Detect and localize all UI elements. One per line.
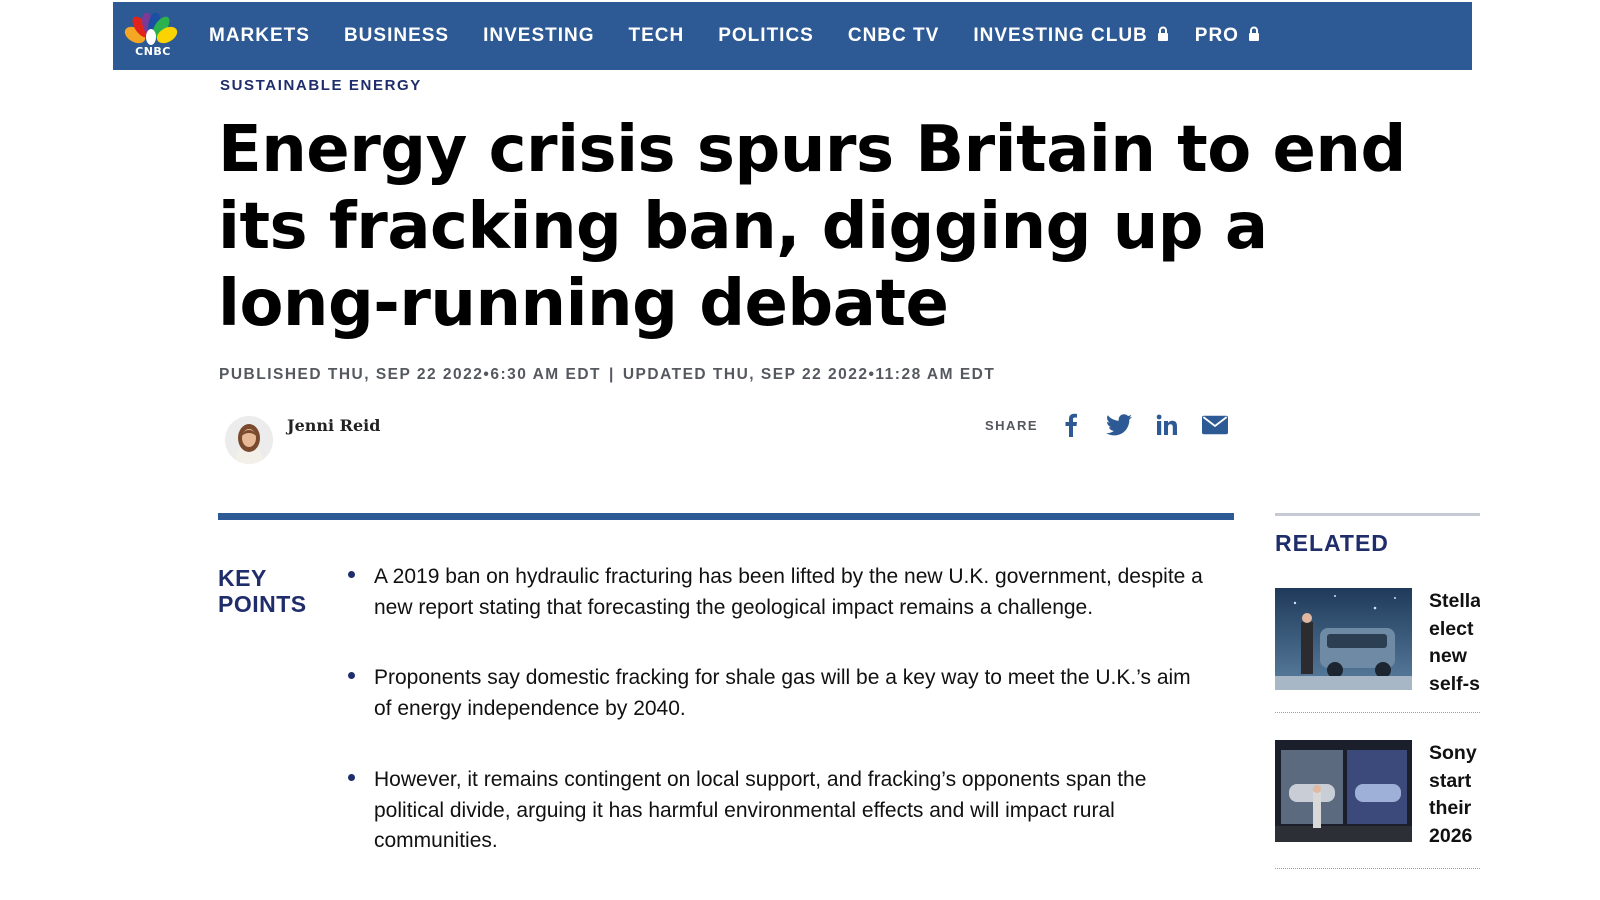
nav-politics[interactable]: POLITICS <box>718 25 814 47</box>
key-points-top-rule <box>218 513 1234 520</box>
nav-markets[interactable]: MARKETS <box>209 25 310 47</box>
nav-business[interactable]: BUSINESS <box>344 25 449 47</box>
nav-label: INVESTING CLUB <box>973 25 1148 46</box>
twitter-icon[interactable] <box>1106 412 1133 438</box>
key-point-item: Proponents say domestic fracking for sha… <box>346 663 1206 724</box>
key-points-label-line1: KEY <box>218 565 267 591</box>
updated-time: UPDATED THU, SEP 22 2022•11:28 AM EDT <box>622 366 996 383</box>
related-heading: RELATED <box>1275 530 1389 556</box>
nav-investing-club[interactable]: INVESTING CLUB <box>973 25 1168 47</box>
key-point-item: A 2019 ban on hydraulic fracturing has b… <box>346 562 1206 623</box>
nav-investing[interactable]: INVESTING <box>483 25 594 47</box>
key-point-item: However, it remains contingent on local … <box>346 765 1206 857</box>
share-label: SHARE <box>985 417 1039 433</box>
logo-text: CNBC <box>135 45 171 58</box>
related-divider <box>1275 868 1480 869</box>
related-headline[interactable]: Sony start their 2026 <box>1429 742 1477 847</box>
email-icon[interactable] <box>1202 412 1229 438</box>
nav-label: BUSINESS <box>343 25 450 46</box>
nav-tech[interactable]: TECH <box>629 25 685 47</box>
nav-label: INVESTING <box>483 25 595 46</box>
key-points-label-line2: POINTS <box>218 591 307 617</box>
timestamp-separator: | <box>609 366 615 383</box>
nav-label: POLITICS <box>718 25 814 46</box>
author-photo <box>225 416 273 464</box>
related-top-rule <box>1275 513 1480 516</box>
lock-icon <box>1248 25 1260 47</box>
author-avatar[interactable] <box>225 416 273 464</box>
key-points-label: KEY POINTS <box>218 565 328 617</box>
nav-label: MARKETS <box>209 25 310 46</box>
nav-label: TECH <box>628 25 685 46</box>
nav-label: CNBC TV <box>847 25 940 46</box>
published-time: PUBLISHED THU, SEP 22 2022•6:30 AM EDT <box>219 366 602 383</box>
share-bar: SHARE <box>985 412 1250 438</box>
article-timestamps: PUBLISHED THU, SEP 22 2022•6:30 AM EDT | U… <box>219 366 995 384</box>
top-nav-bar: CNBC MARKETS BUSINESS INVESTING TECH POL… <box>113 2 1472 70</box>
related-article-card[interactable]: Stella elect new self-s <box>1275 588 1600 738</box>
nav-cnbc-tv[interactable]: CNBC TV <box>848 25 939 47</box>
related-article-card[interactable]: Sony start their 2026 <box>1275 740 1600 890</box>
related-thumbnail <box>1275 588 1412 690</box>
category-link[interactable]: SUSTAINABLE ENERGY <box>220 77 422 94</box>
related-divider <box>1275 712 1480 713</box>
author-byline: Jenni Reid <box>225 416 380 464</box>
key-points-list: A 2019 ban on hydraulic fracturing has b… <box>346 562 1206 897</box>
nav-label: PRO <box>1194 25 1239 46</box>
viewport-crop <box>1480 500 1600 900</box>
author-name[interactable]: Jenni Reid <box>287 416 381 435</box>
related-headline[interactable]: Stella elect new self-s <box>1429 590 1482 695</box>
lock-icon <box>1157 25 1169 47</box>
facebook-icon[interactable] <box>1058 412 1084 438</box>
peacock-icon <box>124 13 178 45</box>
related-thumbnail <box>1275 740 1412 842</box>
nav-pro[interactable]: PRO <box>1195 25 1260 47</box>
cnbc-logo[interactable]: CNBC <box>121 13 181 59</box>
article-headline: Energy crisis spurs Britain to end its f… <box>218 113 1406 341</box>
linkedin-icon[interactable] <box>1154 412 1180 438</box>
